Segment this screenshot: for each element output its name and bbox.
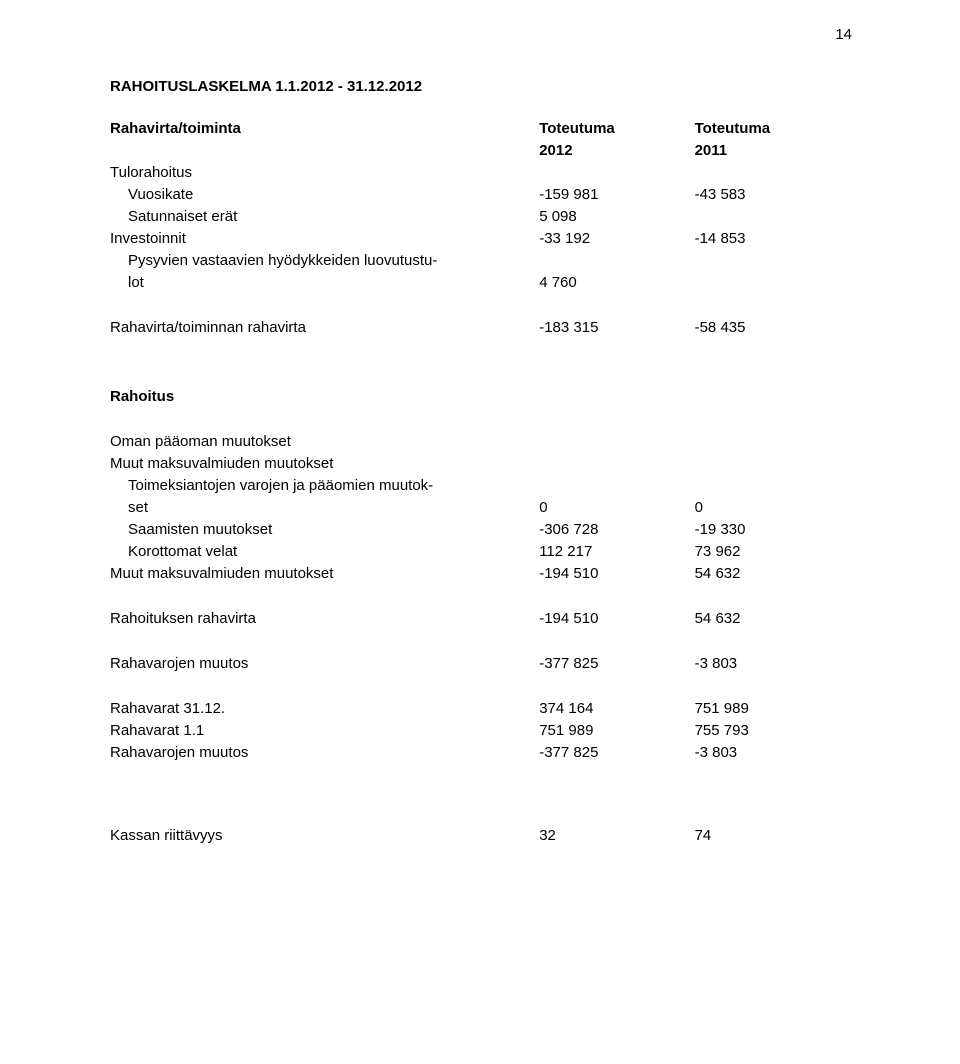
value-korottomat-1: 112 217 (539, 540, 694, 562)
label-rahavarat-11: Rahavarat 1.1 (110, 719, 539, 741)
value-rahavarat-3112-1: 374 164 (539, 697, 694, 719)
value-rahavarojen-muutos2-1: -377 825 (539, 741, 694, 763)
value-investoinnit-2: -14 853 (695, 227, 850, 249)
row-vuosikate: Vuosikate -159 981 -43 583 (110, 183, 850, 205)
value-pysyvien-2 (695, 271, 850, 293)
header-subject: Rahavirta/toiminta (110, 117, 539, 139)
spacer (110, 407, 850, 430)
value-satunnaiset-1: 5 098 (539, 205, 694, 227)
row-muut-maksu: Muut maksuvalmiuden muutokset -194 510 5… (110, 562, 850, 584)
value-kassan-1: 32 (539, 824, 694, 846)
label-muut-maksu: Muut maksuvalmiuden muutokset (110, 562, 539, 584)
header-row-2: 2012 2011 (110, 139, 850, 161)
label-pysyvien-line2: lot (110, 271, 539, 293)
header-col1-top: Toteutuma (539, 117, 694, 139)
value-rahavarat-11-1: 751 989 (539, 719, 694, 741)
row-satunnaiset: Satunnaiset erät 5 098 (110, 205, 850, 227)
spacer (110, 763, 850, 824)
row-rahavarat-3112: Rahavarat 31.12. 374 164 751 989 (110, 697, 850, 719)
label-tulorahoitus: Tulorahoitus (110, 161, 539, 183)
row-toimeksiantojen-line1: Toimeksiantojen varojen ja pääomien muut… (110, 474, 850, 496)
label-muut-maksu-heading: Muut maksuvalmiuden muutokset (110, 452, 539, 474)
row-rahoitus-heading: Rahoitus (110, 385, 850, 407)
value-rahavarojen-muutos1-2: -3 803 (695, 652, 850, 674)
value-satunnaiset-2 (695, 205, 850, 227)
row-toimeksiantojen-line2: set 0 0 (110, 496, 850, 518)
value-korottomat-2: 73 962 (695, 540, 850, 562)
page-container: 14 RAHOITUSLASKELMA 1.1.2012 - 31.12.201… (0, 0, 960, 1064)
value-rahoituksen-rahavirta-2: 54 632 (695, 607, 850, 629)
row-kassan: Kassan riittävyys 32 74 (110, 824, 850, 846)
spacer (110, 338, 850, 385)
label-rahavarojen-muutos1: Rahavarojen muutos (110, 652, 539, 674)
row-korottomat: Korottomat velat 112 217 73 962 (110, 540, 850, 562)
label-saamisten: Saamisten muutokset (110, 518, 539, 540)
label-vuosikate: Vuosikate (110, 183, 539, 205)
label-satunnaiset: Satunnaiset erät (110, 205, 539, 227)
value-vuosikate-2: -43 583 (695, 183, 850, 205)
value-saamisten-2: -19 330 (695, 518, 850, 540)
row-oman-paaoman: Oman pääoman muutokset (110, 430, 850, 452)
row-rahavirta-toiminnan: Rahavirta/toiminnan rahavirta -183 315 -… (110, 316, 850, 338)
row-rahavarojen-muutos2: Rahavarojen muutos -377 825 -3 803 (110, 741, 850, 763)
spacer (110, 629, 850, 652)
value-toimeksiantojen-2: 0 (695, 496, 850, 518)
value-rahavirta-toiminnan-1: -183 315 (539, 316, 694, 338)
page-number: 14 (835, 26, 852, 43)
label-kassan: Kassan riittävyys (110, 824, 539, 846)
header-col2-bottom: 2011 (695, 139, 850, 161)
header-col2-top: Toteutuma (695, 117, 850, 139)
row-saamisten: Saamisten muutokset -306 728 -19 330 (110, 518, 850, 540)
value-toimeksiantojen-1: 0 (539, 496, 694, 518)
label-toimeksiantojen-line2: set (110, 496, 539, 518)
value-kassan-2: 74 (695, 824, 850, 846)
value-rahavarat-3112-2: 751 989 (695, 697, 850, 719)
spacer (110, 674, 850, 697)
value-saamisten-1: -306 728 (539, 518, 694, 540)
row-rahavarat-11: Rahavarat 1.1 751 989 755 793 (110, 719, 850, 741)
value-pysyvien-1: 4 760 (539, 271, 694, 293)
financial-table: Rahavirta/toiminta Toteutuma Toteutuma 2… (110, 117, 850, 846)
value-muut-maksu-2: 54 632 (695, 562, 850, 584)
value-rahavarat-11-2: 755 793 (695, 719, 850, 741)
header-col1-bottom: 2012 (539, 139, 694, 161)
label-rahoituksen-rahavirta: Rahoituksen rahavirta (110, 607, 539, 629)
value-rahavarojen-muutos2-2: -3 803 (695, 741, 850, 763)
row-rahavarojen-muutos1: Rahavarojen muutos -377 825 -3 803 (110, 652, 850, 674)
label-pysyvien-line1: Pysyvien vastaavien hyödykkeiden luovutu… (110, 249, 539, 271)
label-rahavarojen-muutos2: Rahavarojen muutos (110, 741, 539, 763)
label-toimeksiantojen-line1: Toimeksiantojen varojen ja pääomien muut… (110, 474, 539, 496)
value-rahavirta-toiminnan-2: -58 435 (695, 316, 850, 338)
label-rahavirta-toiminnan: Rahavirta/toiminnan rahavirta (110, 316, 539, 338)
value-rahoituksen-rahavirta-1: -194 510 (539, 607, 694, 629)
spacer (110, 584, 850, 607)
row-investoinnit: Investoinnit -33 192 -14 853 (110, 227, 850, 249)
row-rahoituksen-rahavirta: Rahoituksen rahavirta -194 510 54 632 (110, 607, 850, 629)
row-muut-maksu-heading: Muut maksuvalmiuden muutokset (110, 452, 850, 474)
row-pysyvien-line1: Pysyvien vastaavien hyödykkeiden luovutu… (110, 249, 850, 271)
label-investoinnit: Investoinnit (110, 227, 539, 249)
label-korottomat: Korottomat velat (110, 540, 539, 562)
spacer (110, 293, 850, 316)
label-rahoitus-heading: Rahoitus (110, 385, 539, 407)
value-muut-maksu-1: -194 510 (539, 562, 694, 584)
value-vuosikate-1: -159 981 (539, 183, 694, 205)
header-row-1: Rahavirta/toiminta Toteutuma Toteutuma (110, 117, 850, 139)
value-rahavarojen-muutos1-1: -377 825 (539, 652, 694, 674)
label-oman-paaoman: Oman pääoman muutokset (110, 430, 539, 452)
value-investoinnit-1: -33 192 (539, 227, 694, 249)
row-pysyvien-line2: lot 4 760 (110, 271, 850, 293)
document-title: RAHOITUSLASKELMA 1.1.2012 - 31.12.2012 (110, 78, 850, 95)
label-rahavarat-3112: Rahavarat 31.12. (110, 697, 539, 719)
row-tulorahoitus: Tulorahoitus (110, 161, 850, 183)
